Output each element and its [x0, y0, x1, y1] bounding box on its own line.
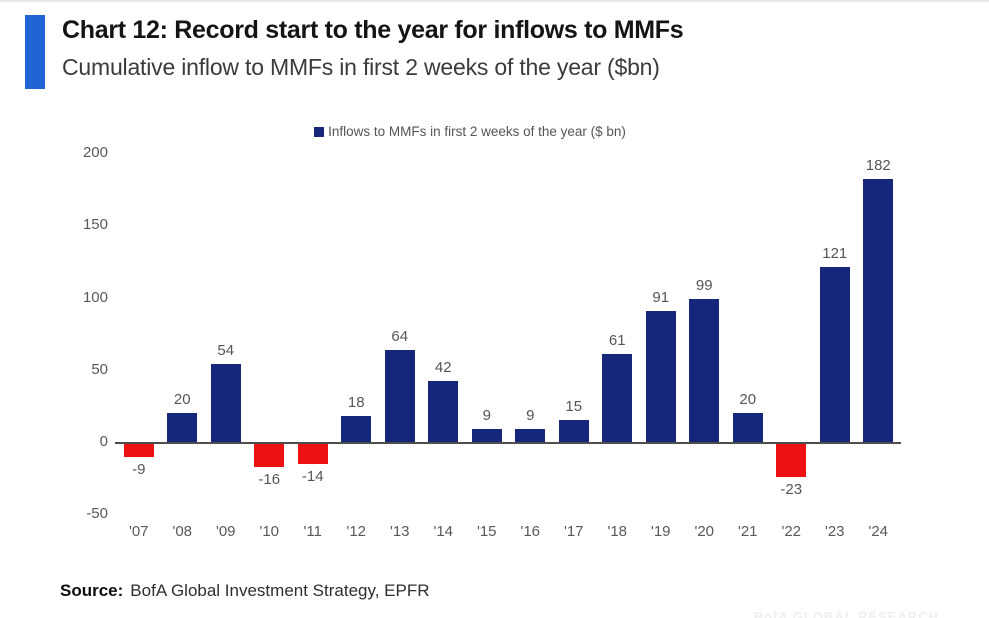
title-accent-bar — [25, 15, 45, 89]
bar-value-label: 20 — [739, 391, 757, 409]
x-axis-category-label: '19 — [650, 523, 671, 540]
x-axis-category-label: '14 — [433, 523, 454, 540]
bar-value-label: 9 — [482, 406, 491, 424]
bar-20 — [689, 298, 720, 442]
chart-title: Chart 12: Record start to the year for i… — [62, 16, 684, 44]
bar-24 — [863, 179, 894, 442]
bar-18 — [602, 353, 633, 442]
bar-10 — [254, 444, 285, 468]
bar-value-label: 61 — [608, 331, 626, 349]
bar-value-label: -9 — [132, 461, 146, 478]
x-axis-category-label: '24 — [868, 523, 889, 540]
legend-label: Inflows to MMFs in first 2 weeks of the … — [328, 124, 626, 139]
bar-13 — [384, 349, 415, 442]
bar-value-label: 9 — [526, 406, 535, 424]
bar-value-label: -23 — [780, 481, 803, 499]
y-axis-tick-label: 0 — [99, 433, 108, 450]
y-axis-tick-label: 100 — [82, 288, 108, 306]
source-text: BofA Global Investment Strategy, EPFR — [130, 581, 430, 600]
bar-21 — [732, 413, 763, 442]
source-line: Source: BofA Global Investment Strategy, … — [60, 581, 430, 601]
x-axis-category-label: '15 — [476, 523, 497, 540]
bar-16 — [515, 428, 546, 442]
bar-value-label: 99 — [695, 276, 713, 294]
bar-23 — [819, 267, 850, 442]
bar-value-label: 54 — [217, 341, 235, 359]
x-axis-category-label: '13 — [389, 523, 410, 540]
legend-swatch-icon — [314, 127, 325, 137]
bar-value-label: 18 — [347, 393, 365, 411]
bar-14 — [428, 381, 459, 442]
bar-value-label: 91 — [652, 288, 670, 306]
bar-value-label: 42 — [434, 359, 452, 377]
x-axis-category-label: '21 — [737, 523, 758, 540]
watermark: BofA GLOBAL RESEARCH — [753, 609, 939, 618]
y-axis-tick-label: 150 — [82, 216, 108, 234]
bar-value-label: 64 — [391, 327, 409, 345]
bar-22 — [776, 444, 807, 478]
y-axis-tick-label: 50 — [91, 360, 108, 378]
bar-value-label: 121 — [822, 245, 848, 263]
x-axis-category-label: '17 — [563, 523, 584, 540]
bar-value-label: 182 — [865, 157, 891, 174]
bar-value-label: -16 — [258, 471, 281, 489]
x-axis-category-label: '09 — [215, 523, 236, 540]
bar-19 — [645, 310, 676, 442]
x-axis-category-label: '22 — [781, 523, 802, 540]
source-label: Source: — [60, 581, 124, 600]
x-axis-category-label: '11 — [303, 523, 322, 540]
x-axis-category-label: '10 — [259, 523, 280, 540]
bar-value-label: 20 — [173, 391, 191, 409]
x-axis-category-label: '23 — [824, 523, 845, 540]
bar-value-label: 15 — [565, 398, 583, 416]
bar-value-label: -14 — [301, 468, 324, 486]
x-axis-category-label: '18 — [607, 523, 628, 540]
bar-09 — [210, 363, 241, 442]
zero-axis-line — [115, 442, 901, 444]
bar-08 — [167, 413, 198, 442]
x-axis-category-label: '20 — [694, 523, 715, 540]
bar-15 — [471, 428, 502, 442]
x-axis-category-label: '16 — [520, 523, 541, 540]
y-axis-tick-label: 200 — [82, 144, 108, 161]
bar-12 — [341, 415, 372, 442]
y-axis-tick-label: -50 — [86, 505, 108, 523]
bar-11 — [297, 444, 328, 465]
bar-07 — [123, 444, 154, 457]
legend: Inflows to MMFs in first 2 weeks of the … — [0, 124, 940, 139]
bar-17 — [558, 420, 589, 442]
x-axis-category-label: '07 — [128, 523, 149, 540]
chart-subtitle: Cumulative inflow to MMFs in first 2 wee… — [62, 54, 660, 80]
x-axis-category-label: '08 — [172, 523, 193, 540]
x-axis-category-label: '12 — [346, 523, 367, 540]
